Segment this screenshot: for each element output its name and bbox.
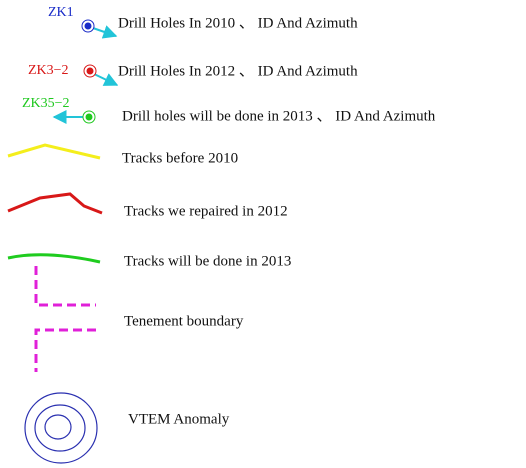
legend-label: Tenement boundary (124, 313, 244, 329)
drill-hole-dot (84, 22, 92, 30)
legend-label: Drill Holes In 2010 、 ID And Azimuth (118, 15, 358, 31)
legend-label: VTEM Anomaly (128, 411, 230, 427)
drill-hole-dot (85, 113, 93, 121)
track-line (7, 253, 101, 264)
track-line (7, 192, 103, 215)
legend-label: Tracks will be done in 2013 (124, 253, 291, 269)
legend-label: Drill Holes In 2012 、 ID And Azimuth (118, 63, 358, 79)
azimuth-arrow (91, 72, 119, 86)
boundary-symbol (34, 266, 96, 372)
legend-label: Drill holes will be done in 2013 、 ID An… (122, 108, 436, 124)
legend-label: Tracks before 2010 (122, 150, 238, 166)
drill-hole-dot (86, 67, 94, 75)
anomaly-symbol (24, 392, 98, 464)
track-line (7, 143, 101, 160)
legend-label: Tracks we repaired in 2012 (124, 203, 288, 219)
azimuth-arrow (89, 25, 118, 39)
drill-id-label: ZK3−2 (28, 63, 69, 78)
drill-id-label: ZK35−2 (22, 96, 70, 111)
drill-id-label: ZK1 (48, 5, 74, 20)
